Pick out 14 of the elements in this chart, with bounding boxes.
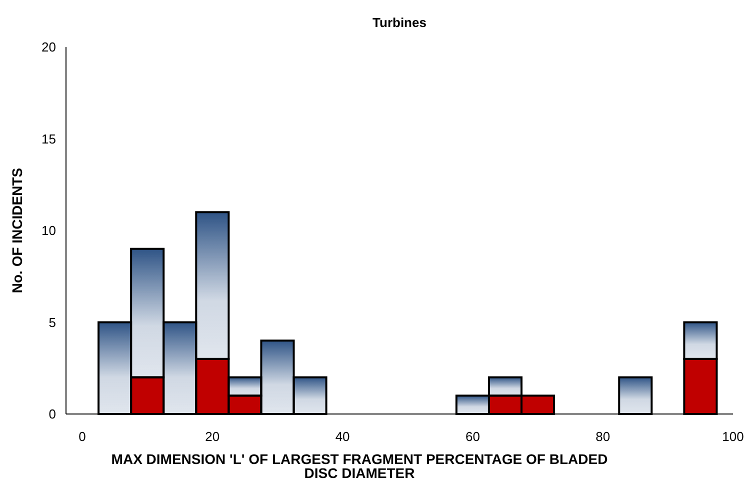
y-tick-label: 20 [42,40,56,55]
x-tick-label: 100 [722,429,744,444]
y-tick-label: 15 [42,131,56,146]
y-axis-title: No. OF INCIDENTS [9,168,25,294]
x-tick-label: 80 [596,429,610,444]
x-tick-label: 0 [78,429,86,444]
x-tick-label: 20 [205,429,220,444]
y-tick-label: 5 [48,314,56,330]
x-axis-title: MAX DIMENSION 'L' OF LARGEST FRAGMENT PERCENTAGE OF BLADED DISC DIAMETER [111,451,608,481]
x-tick-label: 60 [465,429,480,444]
chart-title: Turbines [372,15,426,30]
y-tick-label: 0 [48,406,56,422]
x-tick-label: 40 [335,429,350,444]
y-tick-label: 10 [42,223,56,238]
